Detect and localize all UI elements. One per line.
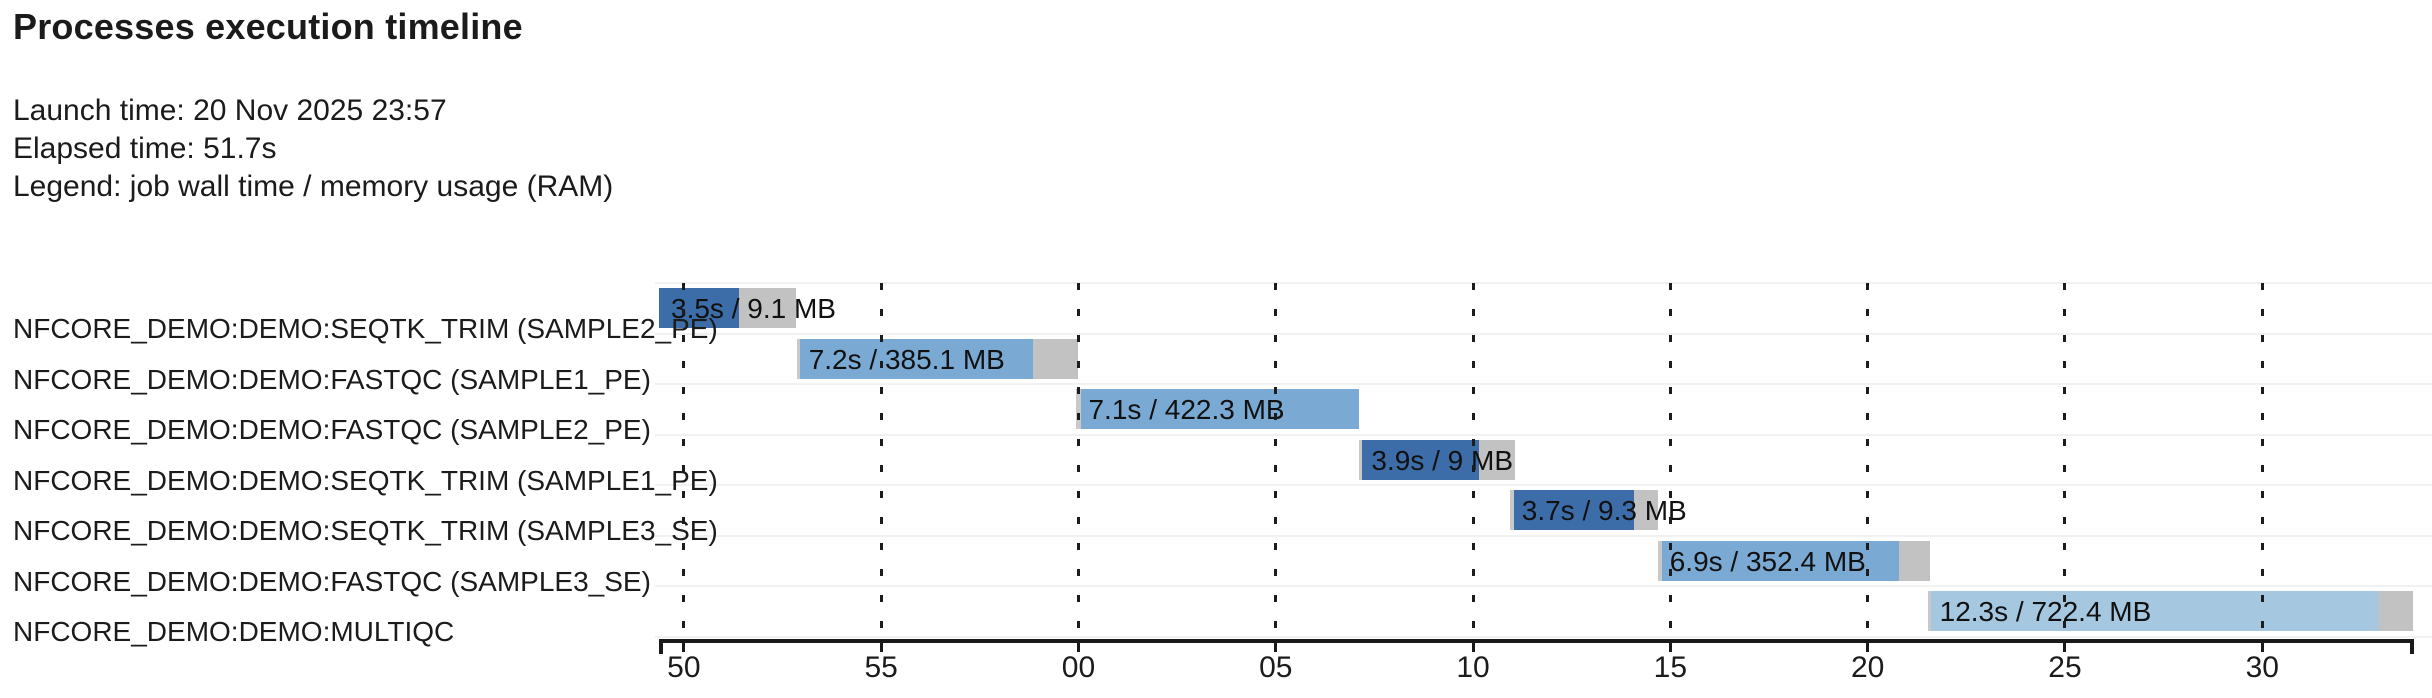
row-separator-line: [655, 534, 2432, 537]
gridline: [1668, 283, 1672, 639]
bar-overhead-lead-segment: [1927, 591, 1931, 631]
axis-tick-label: 55: [864, 651, 898, 684]
axis-tick: [2063, 639, 2067, 652]
bar-runtime-segment: [1514, 490, 1635, 530]
bar-runtime-segment: [1661, 540, 1900, 581]
bar-label: 3.5s / 9.1 MB: [671, 293, 836, 324]
axis-tick: [682, 639, 686, 652]
bar-overhead-lead-segment: [1359, 439, 1363, 480]
axis-tick: [1471, 639, 1475, 652]
row-separator-line: [655, 635, 2432, 638]
bar-overhead-lead-segment: [1657, 540, 1662, 581]
axis-right-endcap: [2410, 639, 2414, 654]
axis-tick: [879, 639, 883, 652]
bar-label: 12.3s / 722.4 MB: [1939, 596, 2152, 627]
process-label: NFCORE_DEMO:DEMO:SEQTK_TRIM (SAMPLE2_PE): [13, 313, 718, 344]
process-bar: 3.5s / 9.1 MB: [659, 288, 836, 328]
gridline: [1274, 283, 1278, 639]
bar-overhead-tail-segment: [1899, 540, 1930, 581]
process-label: NFCORE_DEMO:DEMO:FASTQC (SAMPLE2_PE): [13, 414, 651, 445]
process-bar: 12.3s / 722.4 MB: [1927, 591, 2414, 631]
process-bar: 3.9s / 9 MB: [1359, 439, 1516, 480]
process-bar: 7.2s / 385.1 MB: [796, 338, 1078, 379]
bar-overhead-tail-segment: [1478, 439, 1516, 480]
row-separator-line: [655, 484, 2432, 486]
elapsed-time-text: Elapsed time: 51.7s: [13, 132, 277, 165]
row-separator-line: [655, 332, 2432, 335]
bar-overhead-tail-segment: [2378, 591, 2414, 631]
bar-label: 6.9s / 352.4 MB: [1669, 545, 1866, 577]
axis-tick-label: 00: [1061, 651, 1096, 684]
process-label: NFCORE_DEMO:DEMO:SEQTK_TRIM (SAMPLE3_SE): [13, 515, 718, 546]
page-title: Processes execution timeline: [13, 6, 523, 47]
axis-tick: [1866, 639, 1870, 652]
bar-runtime-segment: [799, 338, 1034, 379]
axis-tick-label: 30: [2245, 651, 2279, 684]
row-separator-line: [655, 585, 2432, 587]
bar-label: 7.1s / 422.3 MB: [1088, 394, 1285, 425]
axis-baseline: [659, 639, 2414, 643]
axis-tick-label: 15: [1653, 651, 1688, 684]
bar-overhead-tail-segment: [739, 288, 796, 328]
bar-label: 7.2s / 385.1 MB: [808, 343, 1005, 375]
bar-overhead-lead-segment: [1509, 490, 1515, 530]
gridline: [1076, 283, 1080, 639]
process-bar: 6.9s / 352.4 MB: [1657, 540, 1930, 581]
report-meta: Launch time: 20 Nov 2025 23:57 Elapsed t…: [13, 92, 613, 206]
bar-overhead-lead-segment: [796, 338, 800, 379]
bar-overhead-tail-segment: [1033, 338, 1078, 379]
bar-runtime-segment: [1362, 439, 1479, 480]
process-bar: 7.1s / 422.3 MB: [1076, 389, 1360, 429]
gridline: [1866, 283, 1870, 639]
row-separator-line: [655, 282, 2432, 284]
row-separator-line: [655, 433, 2432, 436]
process-label: NFCORE_DEMO:DEMO:FASTQC (SAMPLE1_PE): [13, 363, 651, 395]
launch-time-text: Launch time: 20 Nov 2025 23:57: [13, 94, 447, 127]
axis-tick: [2260, 639, 2264, 652]
axis-tick-label: 25: [2048, 651, 2082, 684]
row-separator-line: [655, 383, 2432, 385]
axis-left-endcap: [659, 639, 663, 654]
process-label: NFCORE_DEMO:DEMO:FASTQC (SAMPLE3_SE): [13, 565, 651, 597]
axis-tick: [1668, 639, 1672, 652]
axis-tick: [1274, 639, 1278, 652]
bar-runtime-segment: [659, 288, 740, 328]
axis-tick-label: 10: [1456, 651, 1490, 684]
bar-label: 3.9s / 9 MB: [1371, 444, 1514, 476]
legend-text: Legend: job wall time / memory usage (RA…: [13, 170, 614, 203]
axis-tick-label: 50: [667, 651, 701, 684]
gridline: [879, 283, 883, 639]
gridline: [682, 283, 686, 639]
gridline: [1471, 283, 1475, 639]
bar-runtime-segment: [1081, 389, 1360, 429]
bar-runtime-segment: [1930, 591, 2379, 631]
process-bar: 3.7s / 9.3 MB: [1509, 490, 1687, 530]
bar-label: 3.7s / 9.3 MB: [1521, 495, 1687, 526]
axis-tick-label: 20: [1850, 651, 1885, 684]
bar-overhead-tail-segment: [1634, 490, 1658, 530]
gridline: [2260, 283, 2264, 639]
axis-tick: [1076, 639, 1080, 652]
gridline: [2063, 283, 2067, 639]
axis-tick-label: 05: [1259, 651, 1293, 684]
process-label: NFCORE_DEMO:DEMO:SEQTK_TRIM (SAMPLE1_PE): [13, 464, 718, 496]
process-label: NFCORE_DEMO:DEMO:MULTIQC: [13, 616, 455, 647]
